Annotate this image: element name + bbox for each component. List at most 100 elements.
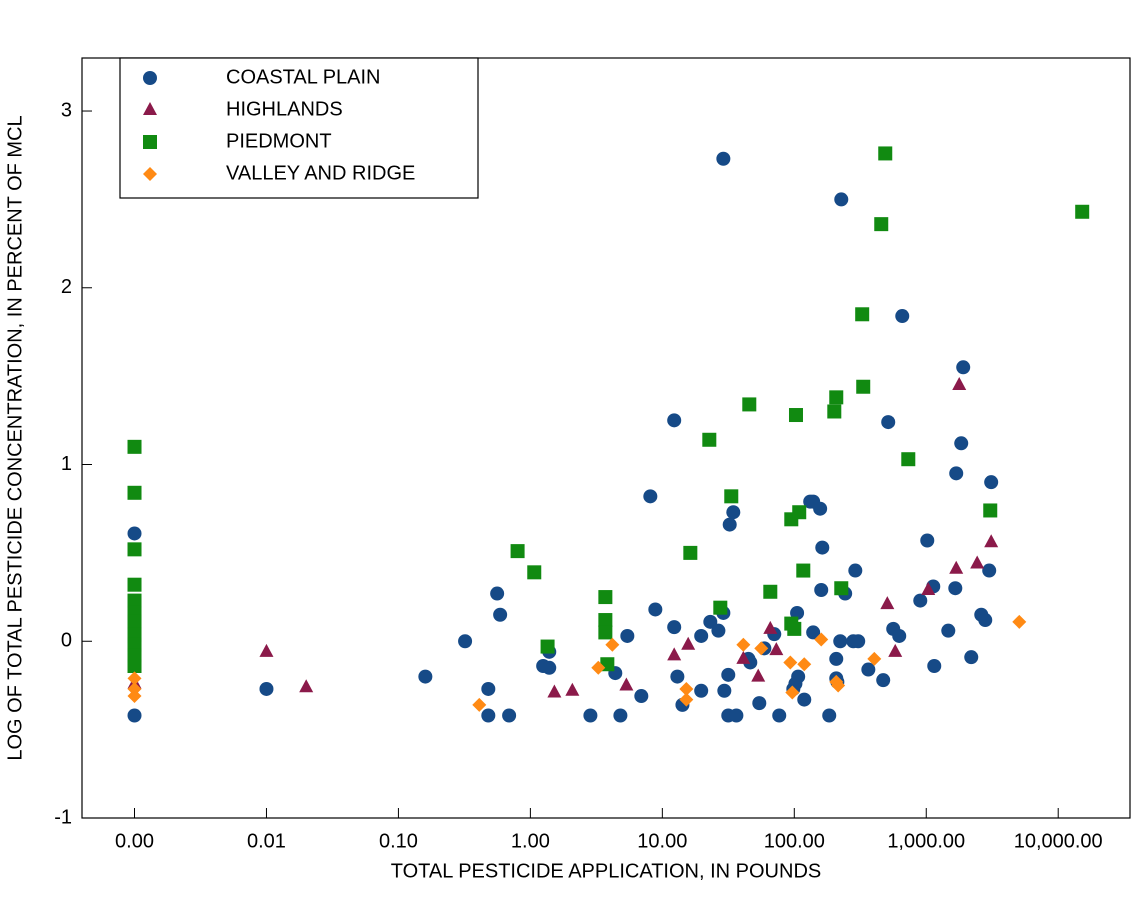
legend-label: HIGHLANDS [226,98,343,120]
point [921,582,936,595]
point [855,307,870,322]
point [127,593,142,608]
point [956,360,971,375]
y-tick-label: 2 [61,276,72,298]
point [867,651,882,666]
point [127,577,142,592]
point [952,376,967,390]
point [964,650,979,665]
point [702,432,717,447]
point [834,192,849,207]
legend-label: PIEDMONT [226,130,332,152]
point [127,526,142,541]
point [681,636,696,650]
point [527,565,542,580]
point [901,452,916,467]
x-tick-label: 10,000.00 [1014,830,1103,852]
point [920,533,935,548]
point [806,625,821,640]
x-tick-label: 100.00 [764,830,825,852]
point [833,634,848,649]
point [127,439,142,454]
point [948,581,963,596]
legend-label: VALLEY AND RIDGE [226,162,415,184]
point [127,648,142,663]
point [598,625,613,640]
x-tick-label: 10.00 [637,830,687,852]
point [127,485,142,500]
point [605,637,620,652]
point [763,620,778,634]
y-tick-label: 3 [61,99,72,121]
point [954,436,969,451]
point [620,628,635,643]
point [814,632,829,647]
point [791,669,806,684]
point [797,692,812,707]
point [721,667,736,682]
point [861,662,876,677]
point [742,397,757,412]
legend: COASTAL PLAIN HIGHLANDS PIEDMONT VALLEY AND… [119,57,479,199]
point [827,404,842,419]
legend-marker [143,102,157,115]
point [648,602,663,617]
y-tick-label: 0 [61,630,72,652]
point [736,650,751,664]
point [598,613,613,628]
point [418,669,433,684]
point [565,682,580,696]
point [984,534,999,548]
point [790,605,805,620]
point [299,679,314,693]
point [481,708,496,723]
point [876,673,891,688]
point [797,657,812,672]
point [982,563,997,578]
point [127,659,142,673]
point [815,540,830,555]
legend-item: HIGHLANDS [143,98,343,120]
point [792,505,807,520]
point [127,681,142,696]
point [458,634,473,649]
point [583,708,598,723]
point [502,708,517,723]
x-tick-label: 1,000.00 [887,830,965,852]
plot-frame [81,57,1131,819]
point [941,623,956,638]
point [703,614,718,629]
point [949,466,964,481]
point [729,708,744,723]
point [848,563,863,578]
point [259,681,274,696]
y-tick-label: 1 [61,453,72,475]
point [829,390,844,405]
x-tick-label: 0.10 [379,830,418,852]
point [667,620,682,635]
point [754,641,769,656]
point [694,628,709,643]
x-tick-label: 1.00 [511,830,550,852]
point [785,685,800,700]
x-axis-label: TOTAL PESTICIDE APPLICATION, IN POUNDS [391,860,821,882]
point [127,614,142,629]
point [726,505,741,520]
legend-marker [143,135,157,149]
point [493,607,508,622]
point [542,660,557,675]
point [772,708,787,723]
point [510,544,525,559]
point [547,684,562,698]
point [874,217,889,232]
point [713,600,728,615]
point [667,413,682,428]
point [540,639,555,654]
point [1075,204,1090,219]
point [983,503,998,518]
point [259,643,274,657]
x-tick-label: 0.01 [247,830,286,852]
point [722,517,737,532]
point [481,681,496,696]
